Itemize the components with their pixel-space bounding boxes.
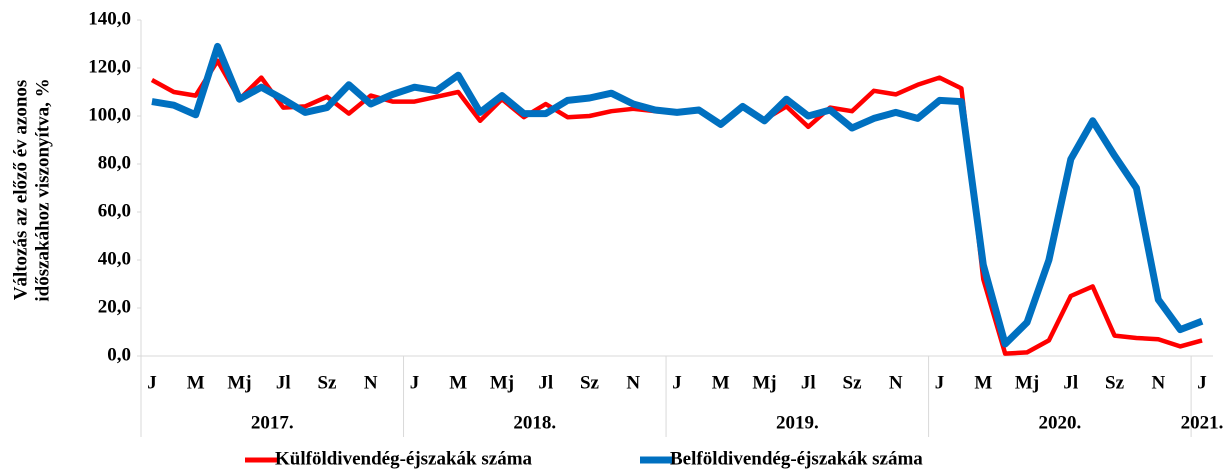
x-tick-label: Sz — [843, 372, 863, 393]
legend-label: Belföldivendég-éjszakák száma — [670, 448, 923, 469]
y-axis-label: időszakához viszonyítva, % — [32, 78, 53, 301]
x-tick-label: N — [889, 372, 903, 393]
x-tick-label: Sz — [317, 372, 337, 393]
y-tick-label: 100,0 — [88, 104, 131, 125]
year-label: 2020. — [1038, 412, 1081, 433]
x-tick-label: Mj — [490, 372, 514, 393]
year-label: 2017. — [251, 412, 294, 433]
x-tick-label: M — [449, 372, 467, 393]
x-tick-label: M — [187, 372, 205, 393]
x-tick-label: J — [935, 372, 945, 393]
x-tick-label: Jl — [538, 372, 553, 393]
x-tick-label: J — [672, 372, 682, 393]
y-tick-label: 0,0 — [107, 344, 131, 365]
y-tick-label: 120,0 — [88, 56, 131, 77]
y-tick-label: 140,0 — [88, 8, 131, 29]
year-label: 2018. — [513, 412, 556, 433]
x-tick-label: M — [712, 372, 730, 393]
x-tick-label: M — [974, 372, 992, 393]
y-tick-label: 60,0 — [98, 200, 131, 221]
x-tick-label: Sz — [1105, 372, 1125, 393]
y-axis-label: Változás az előző év azonos — [10, 80, 31, 301]
year-label: 2021. — [1181, 412, 1224, 433]
x-tick-label: N — [364, 372, 378, 393]
x-tick-label: Mj — [227, 372, 251, 393]
x-tick-label: J — [147, 372, 157, 393]
y-tick-label: 20,0 — [98, 296, 131, 317]
x-tick-label: N — [1151, 372, 1165, 393]
y-tick-label: 40,0 — [98, 248, 131, 269]
x-tick-label: Jl — [801, 372, 816, 393]
x-tick-label: N — [626, 372, 640, 393]
series-line — [151, 42, 1204, 348]
x-tick-label: J — [410, 372, 420, 393]
x-tick-label: Jl — [276, 372, 291, 393]
x-tick-label: Mj — [752, 372, 776, 393]
legend-label: Külföldivendég-éjszakák száma — [275, 448, 533, 469]
x-tick-label: Jl — [1063, 372, 1078, 393]
year-label: 2019. — [776, 412, 819, 433]
x-tick-label: J — [1197, 372, 1207, 393]
x-tick-label: Mj — [1015, 372, 1039, 393]
series-line — [150, 58, 1203, 356]
x-tick-label: Sz — [580, 372, 600, 393]
y-tick-label: 80,0 — [98, 152, 131, 173]
